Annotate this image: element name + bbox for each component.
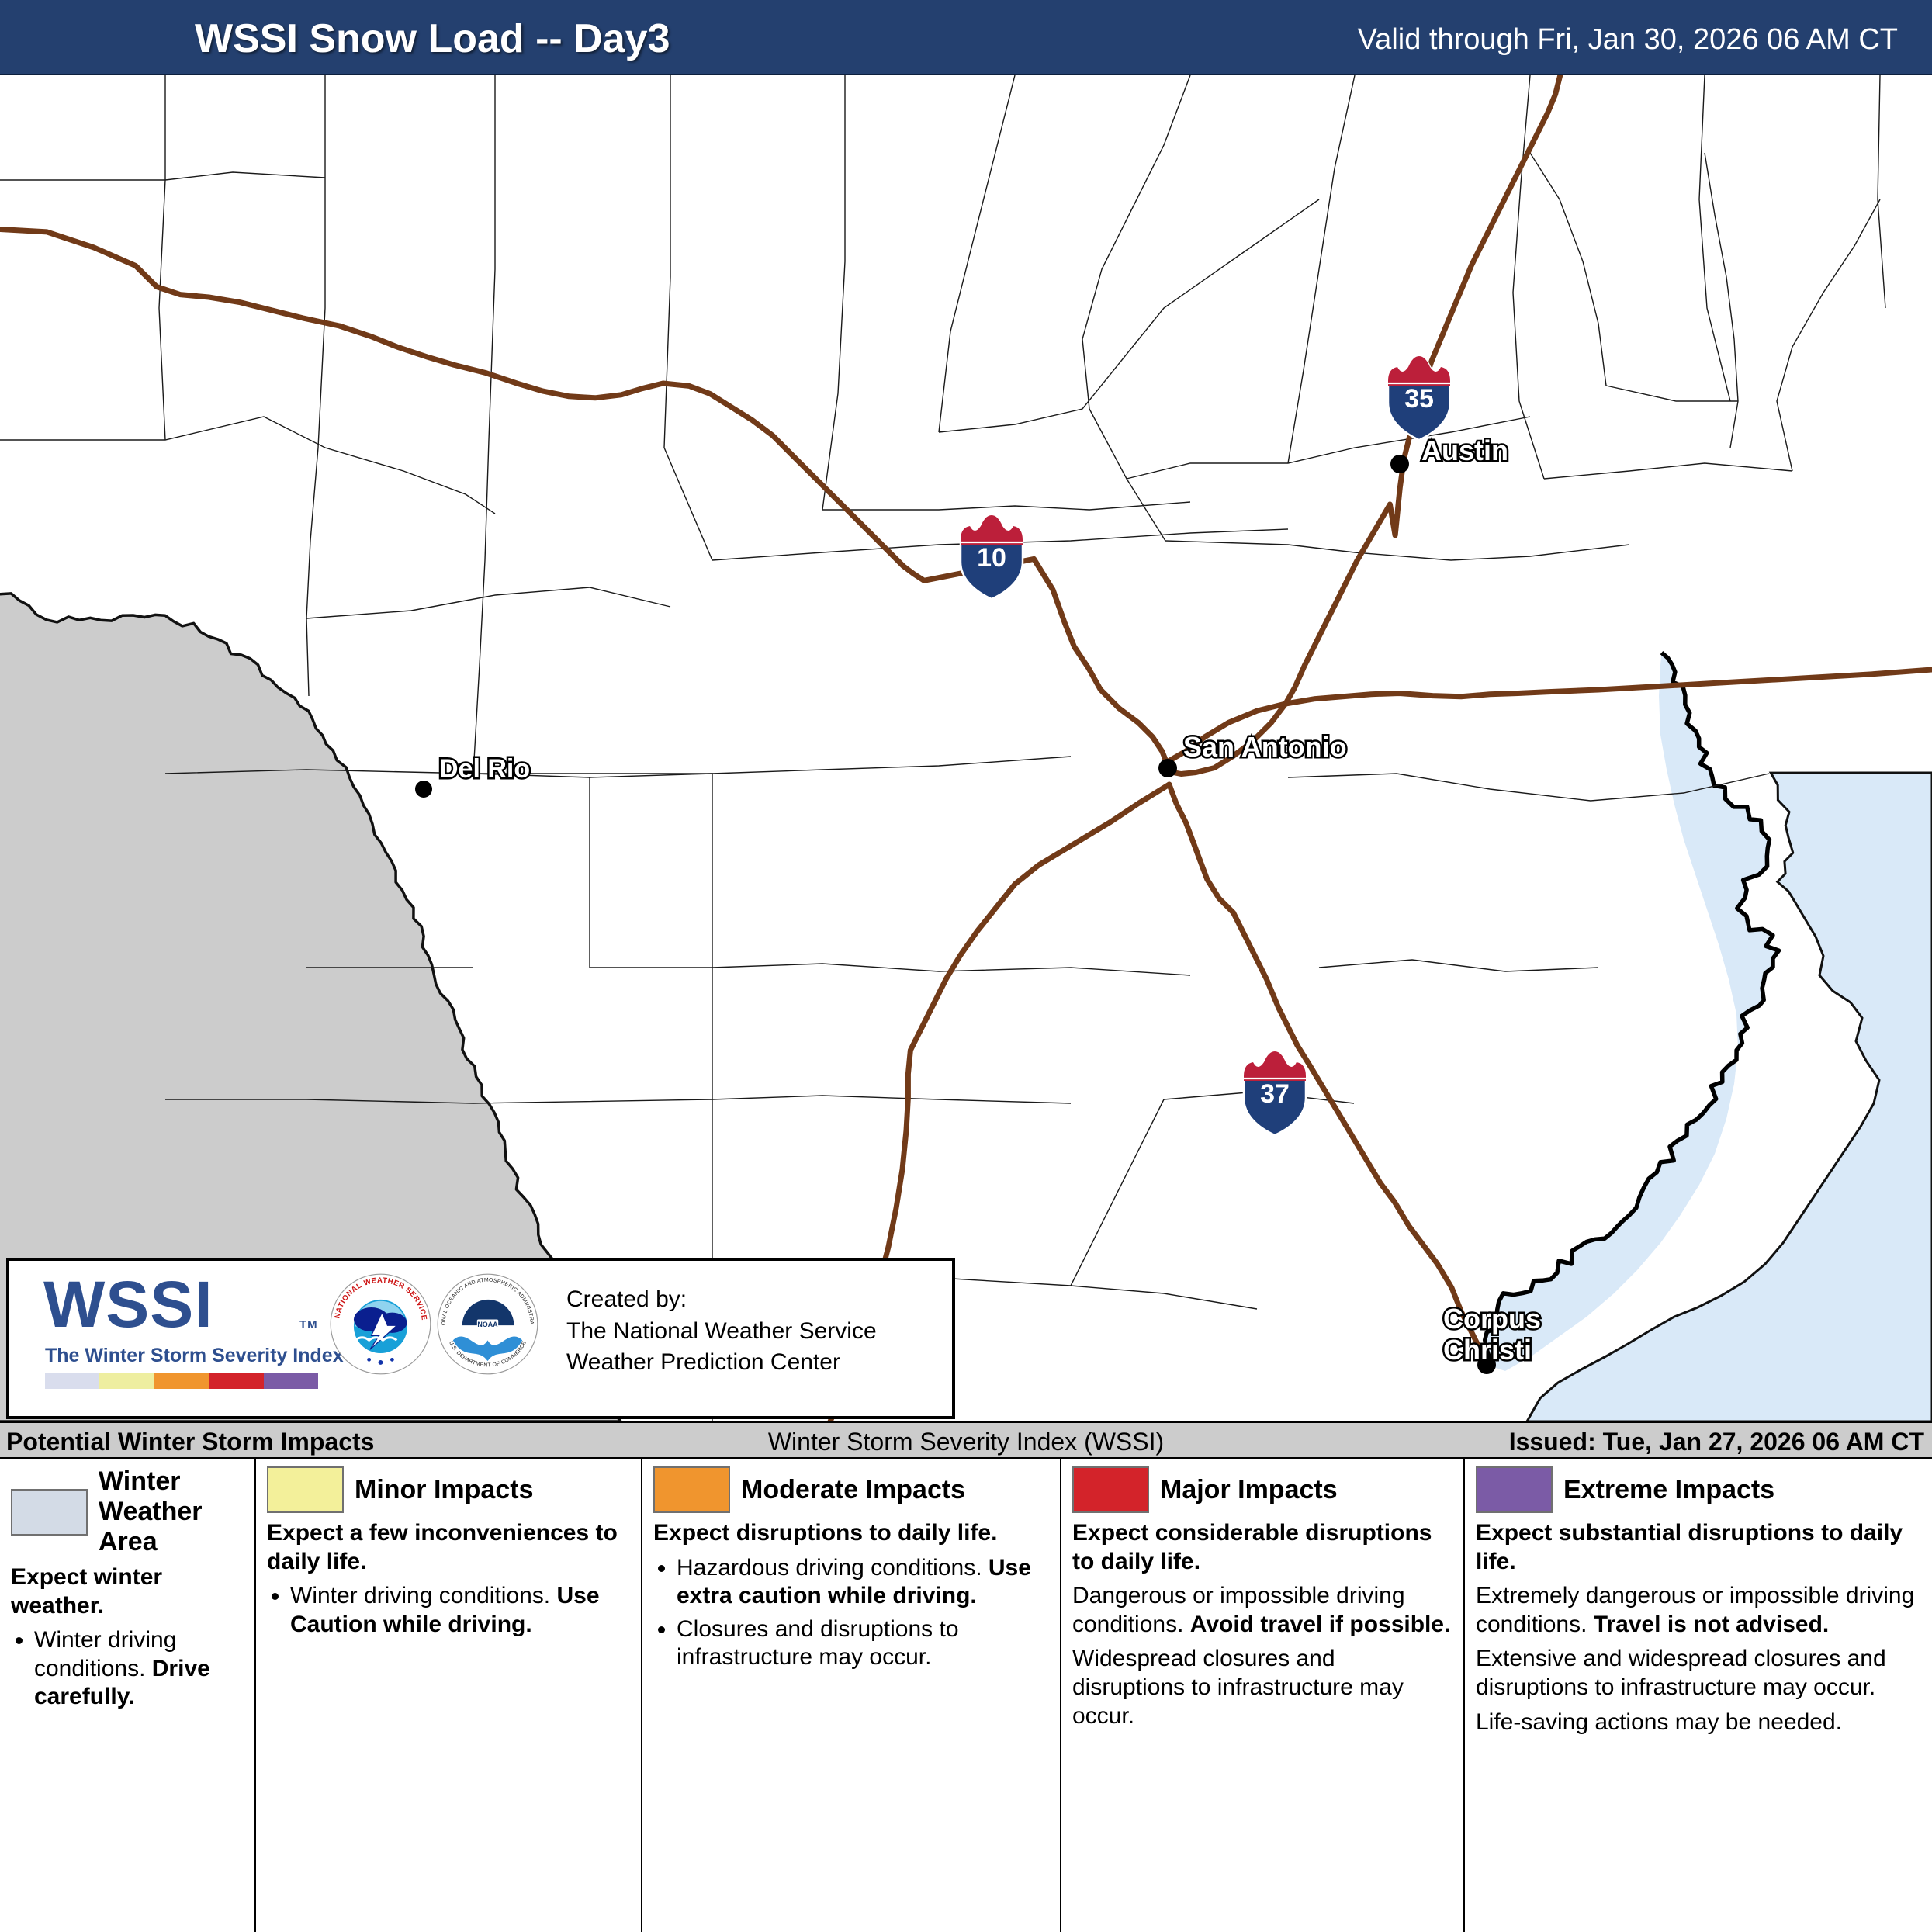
svg-text:NOAA: NOAA xyxy=(477,1321,498,1328)
svg-text:37: 37 xyxy=(1260,1079,1290,1109)
svg-text:Corpus: Corpus xyxy=(1443,1303,1541,1335)
svg-text:10: 10 xyxy=(977,543,1006,573)
svg-text:35: 35 xyxy=(1404,384,1434,414)
svg-text:San Antonio: San Antonio xyxy=(1183,731,1347,763)
svg-text:Del Rio: Del Rio xyxy=(439,754,530,784)
svg-text:Austin: Austin xyxy=(1421,435,1508,466)
svg-text:Christi: Christi xyxy=(1443,1334,1532,1366)
